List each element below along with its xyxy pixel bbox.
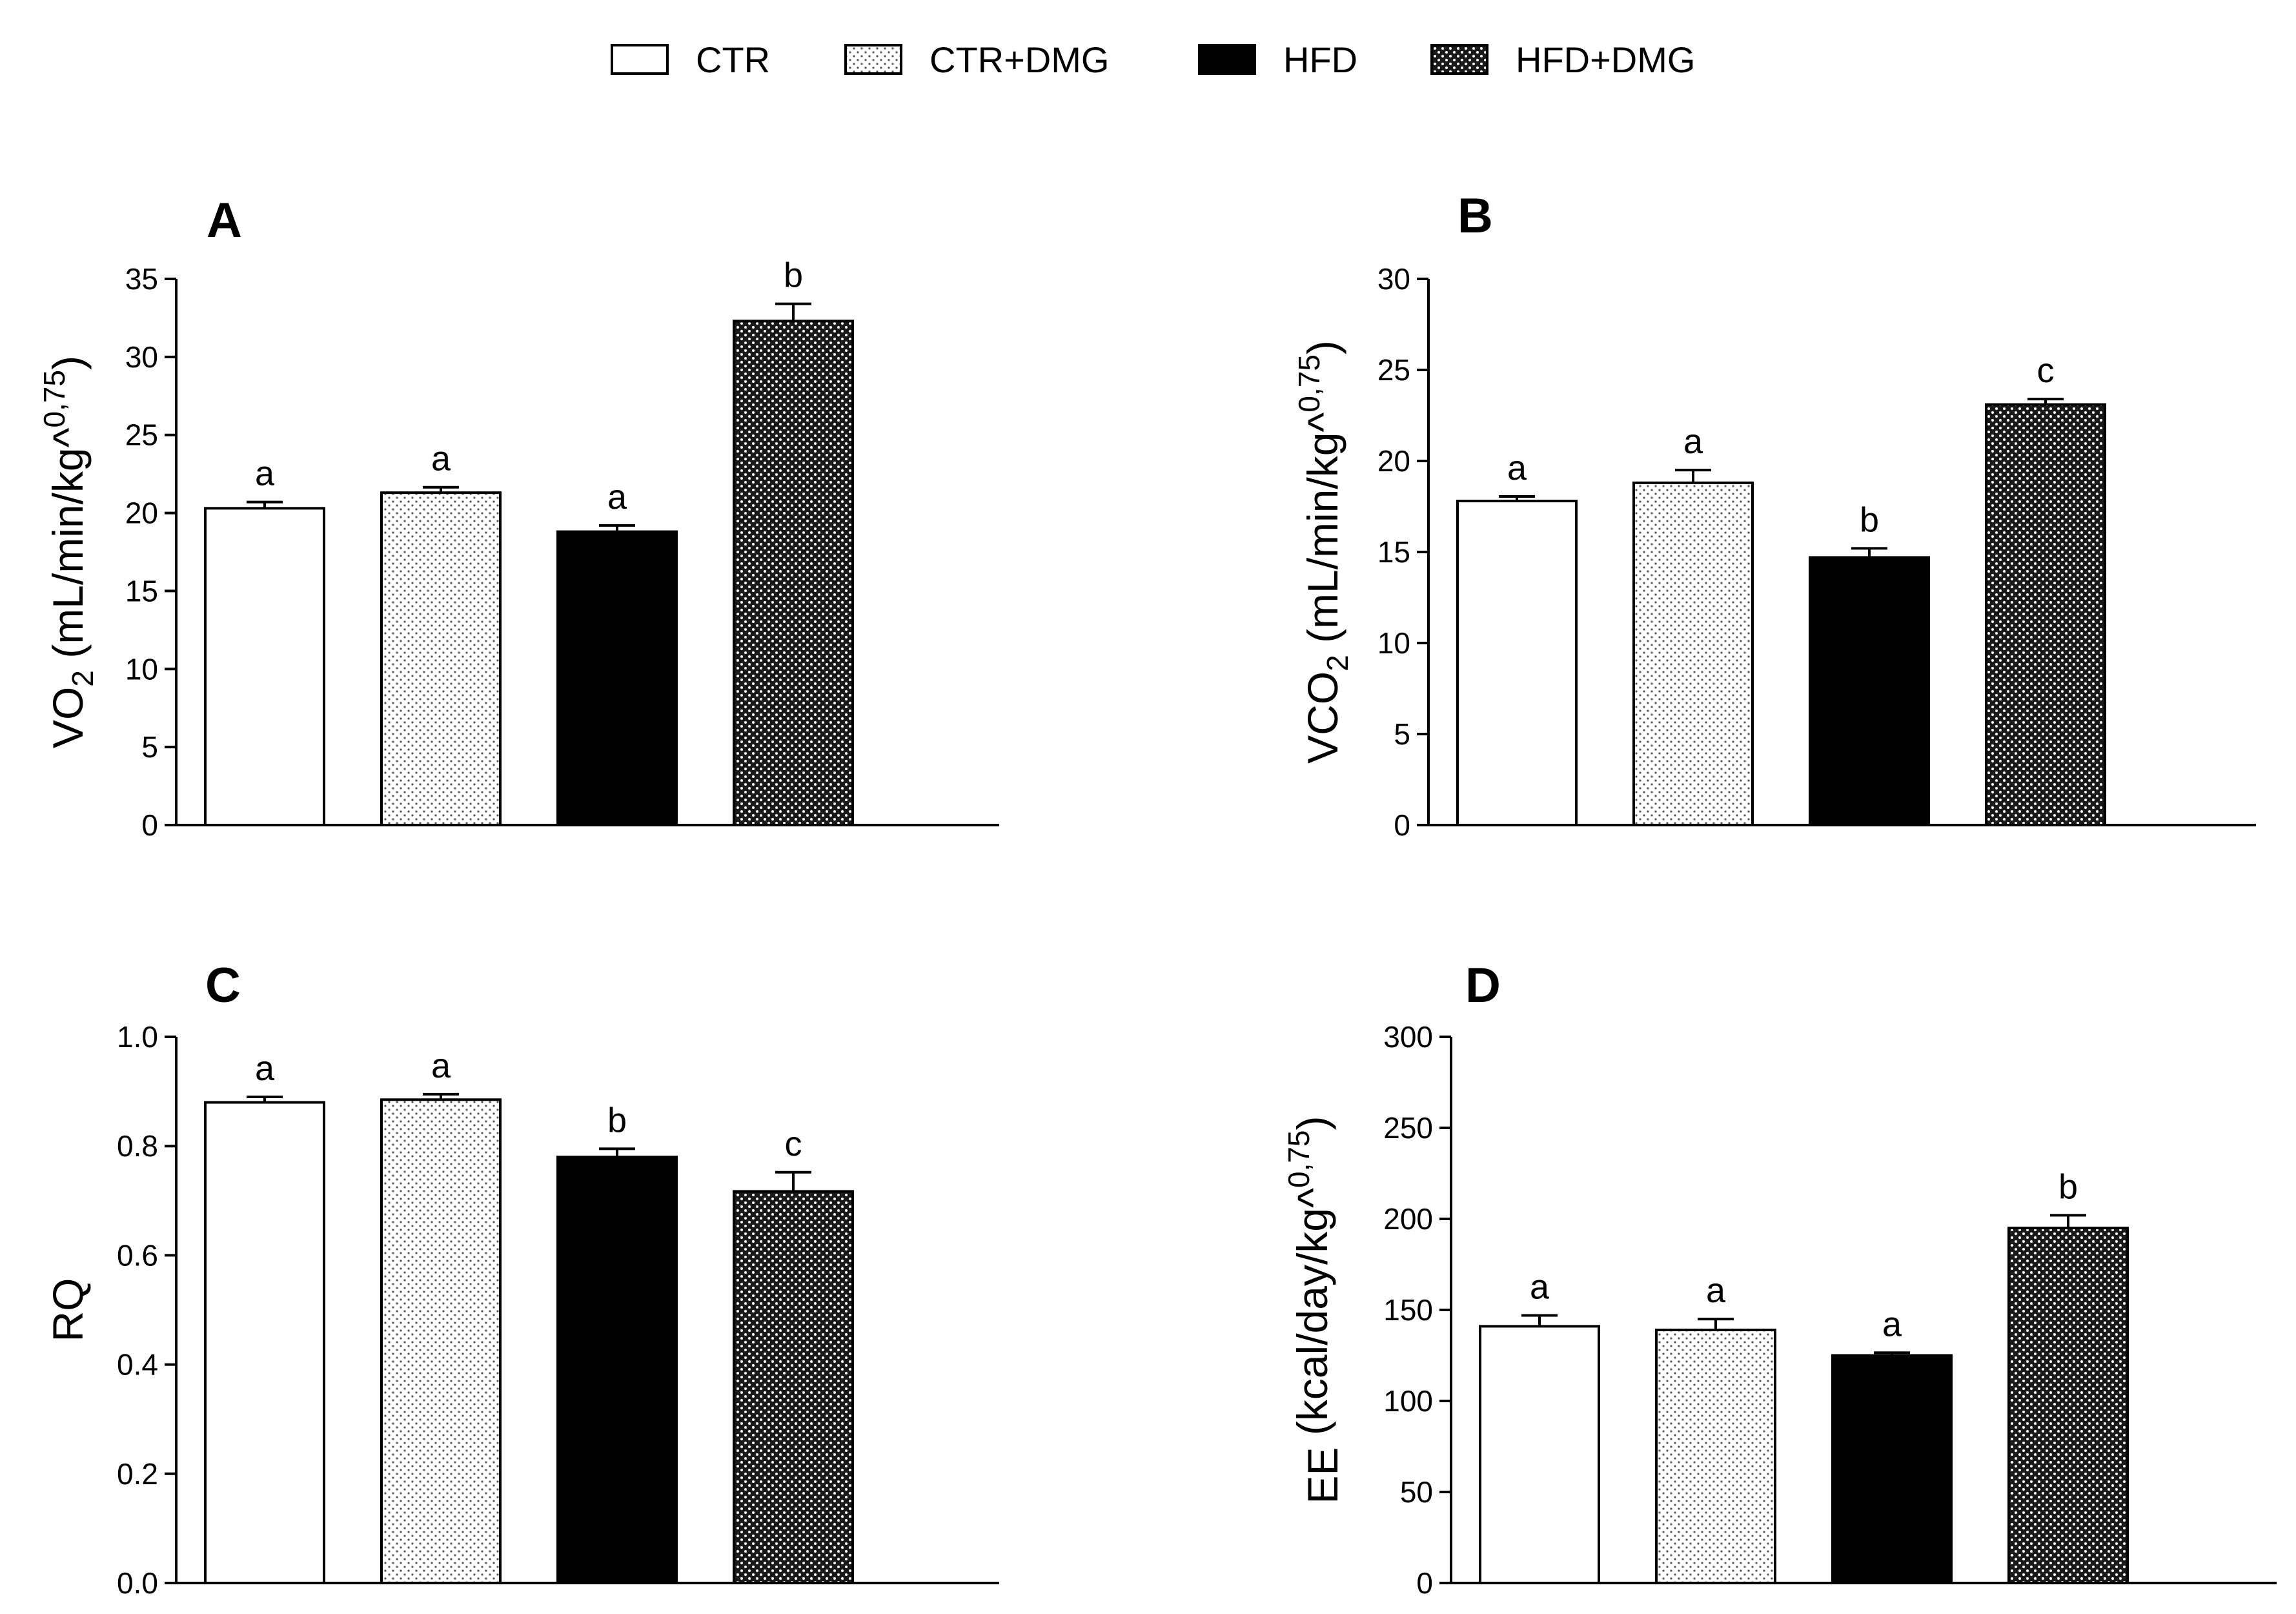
legend-swatch-hfd (1198, 44, 1256, 75)
y-axis-label-sup: 0,75 (37, 370, 71, 428)
y-tick-label: 15 (1377, 535, 1410, 569)
significance-label: a (1683, 422, 1703, 461)
panel-letter: B (1458, 189, 1493, 243)
y-tick-label: 5 (141, 730, 158, 764)
y-axis-label: VO2 (mL/min/kg^0,75) (37, 356, 99, 748)
significance-label: c (2037, 351, 2055, 390)
y-tick-label: 0 (1394, 808, 1410, 842)
legend-swatch-ctr-dmg (844, 44, 902, 75)
y-tick-label: 25 (125, 418, 158, 452)
significance-label: a (1530, 1267, 1550, 1306)
y-tick-label: 1.0 (117, 1020, 158, 1054)
legend-label-ctr: CTR (696, 39, 770, 80)
panel-letter: A (207, 193, 242, 248)
y-axis-label-rest: (mL/min/kg^ (1299, 413, 1346, 655)
y-tick-label: 150 (1383, 1293, 1433, 1327)
y-tick-label: 250 (1383, 1111, 1433, 1145)
significance-label: a (1882, 1305, 1902, 1343)
y-tick-label: 0.0 (117, 1566, 158, 1600)
significance-label: a (431, 1047, 451, 1085)
y-tick-label: 10 (125, 652, 158, 686)
bar-ctr (1479, 1325, 1600, 1584)
significance-label: a (431, 440, 451, 478)
significance-label: c (785, 1125, 802, 1163)
significance-label: a (1507, 449, 1527, 487)
bar-ctr (1456, 500, 1578, 826)
bar-hfd (1809, 556, 1930, 827)
y-tick-label: 200 (1383, 1202, 1433, 1236)
y-axis-label-main: VCO (1299, 671, 1346, 764)
bar-hfd-dmg (1985, 403, 2106, 826)
bar-ctr (204, 1101, 325, 1584)
y-tick-label: 30 (125, 340, 158, 374)
bar-hfd (556, 1156, 678, 1584)
significance-label: a (255, 455, 275, 493)
y-tick-label: 5 (1394, 717, 1410, 751)
panel-c: C 0.0 0.2 0.4 0.6 0.8 1.0 RQ a a b c (44, 958, 999, 1600)
legend-label-hfd-dmg: HFD+DMG (1516, 39, 1695, 80)
significance-label: b (1860, 500, 1879, 539)
bar-hfd (1831, 1354, 1953, 1584)
panel-a: A 0 5 10 15 20 25 30 35 VO2 (mL/min/kg^0,75) a a a b (37, 193, 999, 842)
panel-d: D 0 50 100 150 200 250 300 EE (kcal/day/kg^0,75)… (1282, 958, 2277, 1600)
bar-ctr-dmg (380, 491, 502, 826)
significance-label: b (607, 1101, 627, 1139)
significance-label: a (255, 1049, 275, 1088)
bar-hfd-dmg (733, 320, 854, 826)
y-axis-label-main: VO (44, 687, 92, 748)
y-tick-label: 0.8 (117, 1129, 158, 1163)
bar-ctr-dmg (380, 1098, 502, 1585)
significance-label: a (1706, 1271, 1726, 1310)
legend-label-hfd: HFD (1283, 39, 1357, 80)
significance-label: b (784, 256, 803, 295)
y-axis-label: VCO2 (mL/min/kg^0,75) (1292, 340, 1354, 764)
y-axis-label-sub: 2 (1321, 655, 1354, 671)
y-axis-label-close: ) (44, 356, 92, 370)
legend-swatch-ctr (611, 44, 669, 75)
y-tick-label: 100 (1383, 1384, 1433, 1418)
bar-ctr-dmg (1655, 1329, 1776, 1585)
y-tick-label: 30 (1377, 262, 1410, 296)
y-axis-label: EE (kcal/day/kg^0,75) (1282, 1116, 1346, 1504)
y-tick-label: 10 (1377, 626, 1410, 660)
y-axis-label-sub: 2 (66, 670, 99, 687)
y-axis-label-sup: 0,75 (1282, 1130, 1316, 1188)
y-tick-label: 20 (125, 496, 158, 530)
y-tick-label: 0.2 (117, 1457, 158, 1491)
y-tick-label: 15 (125, 574, 158, 608)
panel-b: B 0 5 10 15 20 25 30 VCO2 (mL/min/kg^0,75) a a b c (1292, 189, 2256, 842)
y-tick-label: 300 (1383, 1020, 1433, 1054)
bar-ctr (204, 507, 325, 826)
bar-hfd-dmg (733, 1190, 854, 1584)
y-tick-label: 35 (125, 262, 158, 296)
y-tick-label: 25 (1377, 353, 1410, 387)
significance-label: a (607, 478, 627, 516)
y-axis-label: RQ (44, 1278, 92, 1342)
y-tick-label: 50 (1400, 1475, 1433, 1509)
bar-ctr-dmg (1632, 481, 1754, 826)
legend-swatch-hfd-dmg (1430, 44, 1488, 75)
panel-letter: D (1465, 958, 1501, 1013)
y-tick-label: 0.4 (117, 1348, 158, 1382)
legend-label-ctr-dmg: CTR+DMG (930, 39, 1109, 80)
y-tick-label: 0 (141, 808, 158, 842)
y-axis-label-sup: 0,75 (1292, 354, 1326, 413)
y-tick-label: 0.6 (117, 1238, 158, 1272)
y-axis-label-rest: (kcal/day/kg^ (1288, 1188, 1336, 1447)
y-axis-label-close: ) (1288, 1116, 1336, 1130)
y-tick-label: 20 (1377, 444, 1410, 478)
panel-letter: C (205, 958, 241, 1013)
bar-hfd (556, 530, 678, 826)
y-axis-label-close: ) (1299, 340, 1346, 354)
y-axis-label-main: RQ (44, 1278, 92, 1342)
legend: CTR CTR+DMG HFD HFD+DMG (611, 39, 1695, 80)
significance-label: b (2058, 1167, 2078, 1206)
y-axis-label-rest: (mL/min/kg^ (44, 427, 92, 670)
y-tick-label: 0 (1416, 1566, 1433, 1600)
y-axis-label-main: EE (1299, 1447, 1346, 1504)
bar-hfd-dmg (2007, 1227, 2129, 1584)
